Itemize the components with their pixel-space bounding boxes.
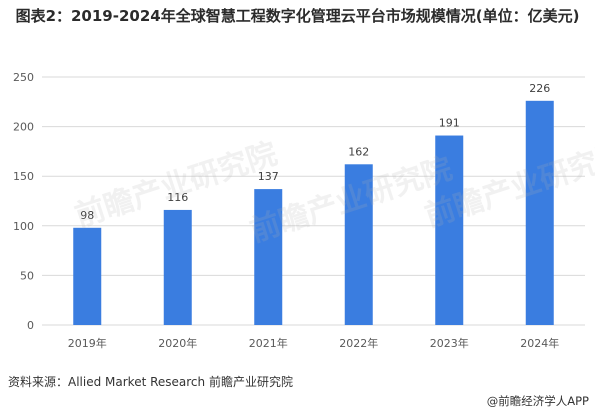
- data-label: 98: [80, 209, 94, 222]
- x-tick-label: 2024年: [520, 336, 559, 350]
- y-tick-label: 0: [27, 319, 34, 332]
- data-label: 226: [529, 82, 550, 95]
- data-label: 137: [258, 170, 279, 183]
- y-tick-label: 150: [13, 170, 34, 183]
- bar: [254, 189, 283, 325]
- x-tick-label: 2020年: [158, 336, 197, 350]
- bar: [163, 209, 192, 325]
- x-tick-label: 2019年: [68, 336, 107, 350]
- y-tick-label: 250: [13, 71, 34, 84]
- source-note: 资料来源：Allied Market Research 前瞻产业研究院: [8, 375, 293, 389]
- y-tick-label: 200: [13, 121, 34, 134]
- y-tick-label: 100: [13, 220, 34, 233]
- x-tick-label: 2022年: [339, 336, 378, 350]
- bar: [73, 227, 102, 325]
- x-tick-label: 2023年: [430, 336, 469, 350]
- bar: [344, 164, 373, 325]
- data-label: 162: [348, 145, 369, 158]
- chart-title: 图表2：2019-2024年全球智慧工程数字化管理云平台市场规模情况(单位：亿美…: [15, 7, 580, 25]
- data-label: 116: [167, 191, 188, 204]
- y-tick-label: 50: [20, 269, 34, 282]
- x-tick-label: 2021年: [249, 336, 288, 350]
- bar: [435, 135, 464, 325]
- brand-text: @前瞻经济学人APP: [486, 394, 589, 408]
- bar: [525, 100, 554, 325]
- data-label: 191: [439, 117, 460, 130]
- brand-credit: @前瞻经济学人APP: [487, 393, 589, 409]
